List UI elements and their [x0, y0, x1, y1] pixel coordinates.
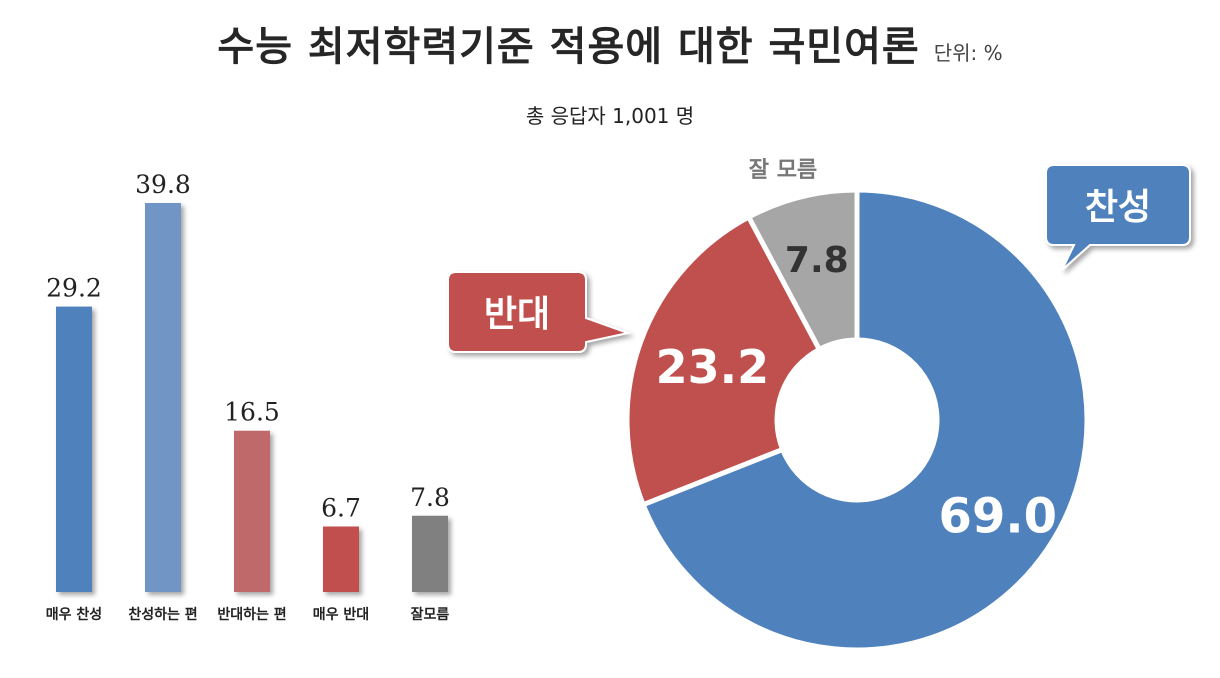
donut-value-label: 7.8 [785, 240, 849, 281]
callout-oppose-bubble [447, 271, 632, 353]
bar-value-label: 7.8 [410, 483, 450, 512]
donut-value-label: 69.0 [939, 488, 1057, 544]
bar-value-label: 16.5 [224, 398, 280, 427]
donut-slice-0 [639, 187, 1090, 653]
bar-category-label: 반대하는 편 [217, 606, 286, 623]
donut-value-label: 23.2 [656, 340, 770, 394]
bar-3 [323, 526, 359, 592]
callout-support-bubble [1045, 164, 1191, 271]
title-row: 수능 최저학력기준 적용에 대한 국민여론 단위: % [0, 14, 1220, 72]
bar-4 [412, 515, 448, 592]
callout-support-label: 찬성 [1085, 187, 1151, 228]
donut-slice-1 [624, 213, 823, 508]
bar-value-label: 6.7 [321, 494, 361, 523]
donut-slice-2 [745, 187, 860, 353]
bar-chart: 29.2 매우 찬성 39.8 찬성하는 편 16.5 반대하는 편 6.7 매우 반대 7.8… [46, 170, 450, 623]
bar-category-label: 매우 반대 [313, 606, 369, 623]
bar-1 [145, 203, 181, 592]
donut-chart: 69.0 23.2 7.8 [624, 187, 1090, 653]
chart-title: 수능 최저학력기준 적용에 대한 국민여론 [217, 24, 920, 70]
chart-subtitle: 총 응답자 1,001 명 [525, 104, 695, 128]
bar-2 [234, 430, 270, 592]
unit-label: 단위: % [933, 41, 1003, 65]
bar-category-label: 매우 찬성 [46, 606, 102, 623]
callout-oppose-label: 반대 [484, 294, 550, 335]
donut-unknown-label: 잘 모름 [749, 158, 817, 183]
bar-0 [56, 306, 92, 592]
bar-value-label: 39.8 [135, 170, 191, 199]
bar-category-label: 찬성하는 편 [128, 606, 197, 623]
bar-category-label: 잘모름 [411, 607, 450, 623]
bar-value-label: 29.2 [46, 274, 102, 303]
